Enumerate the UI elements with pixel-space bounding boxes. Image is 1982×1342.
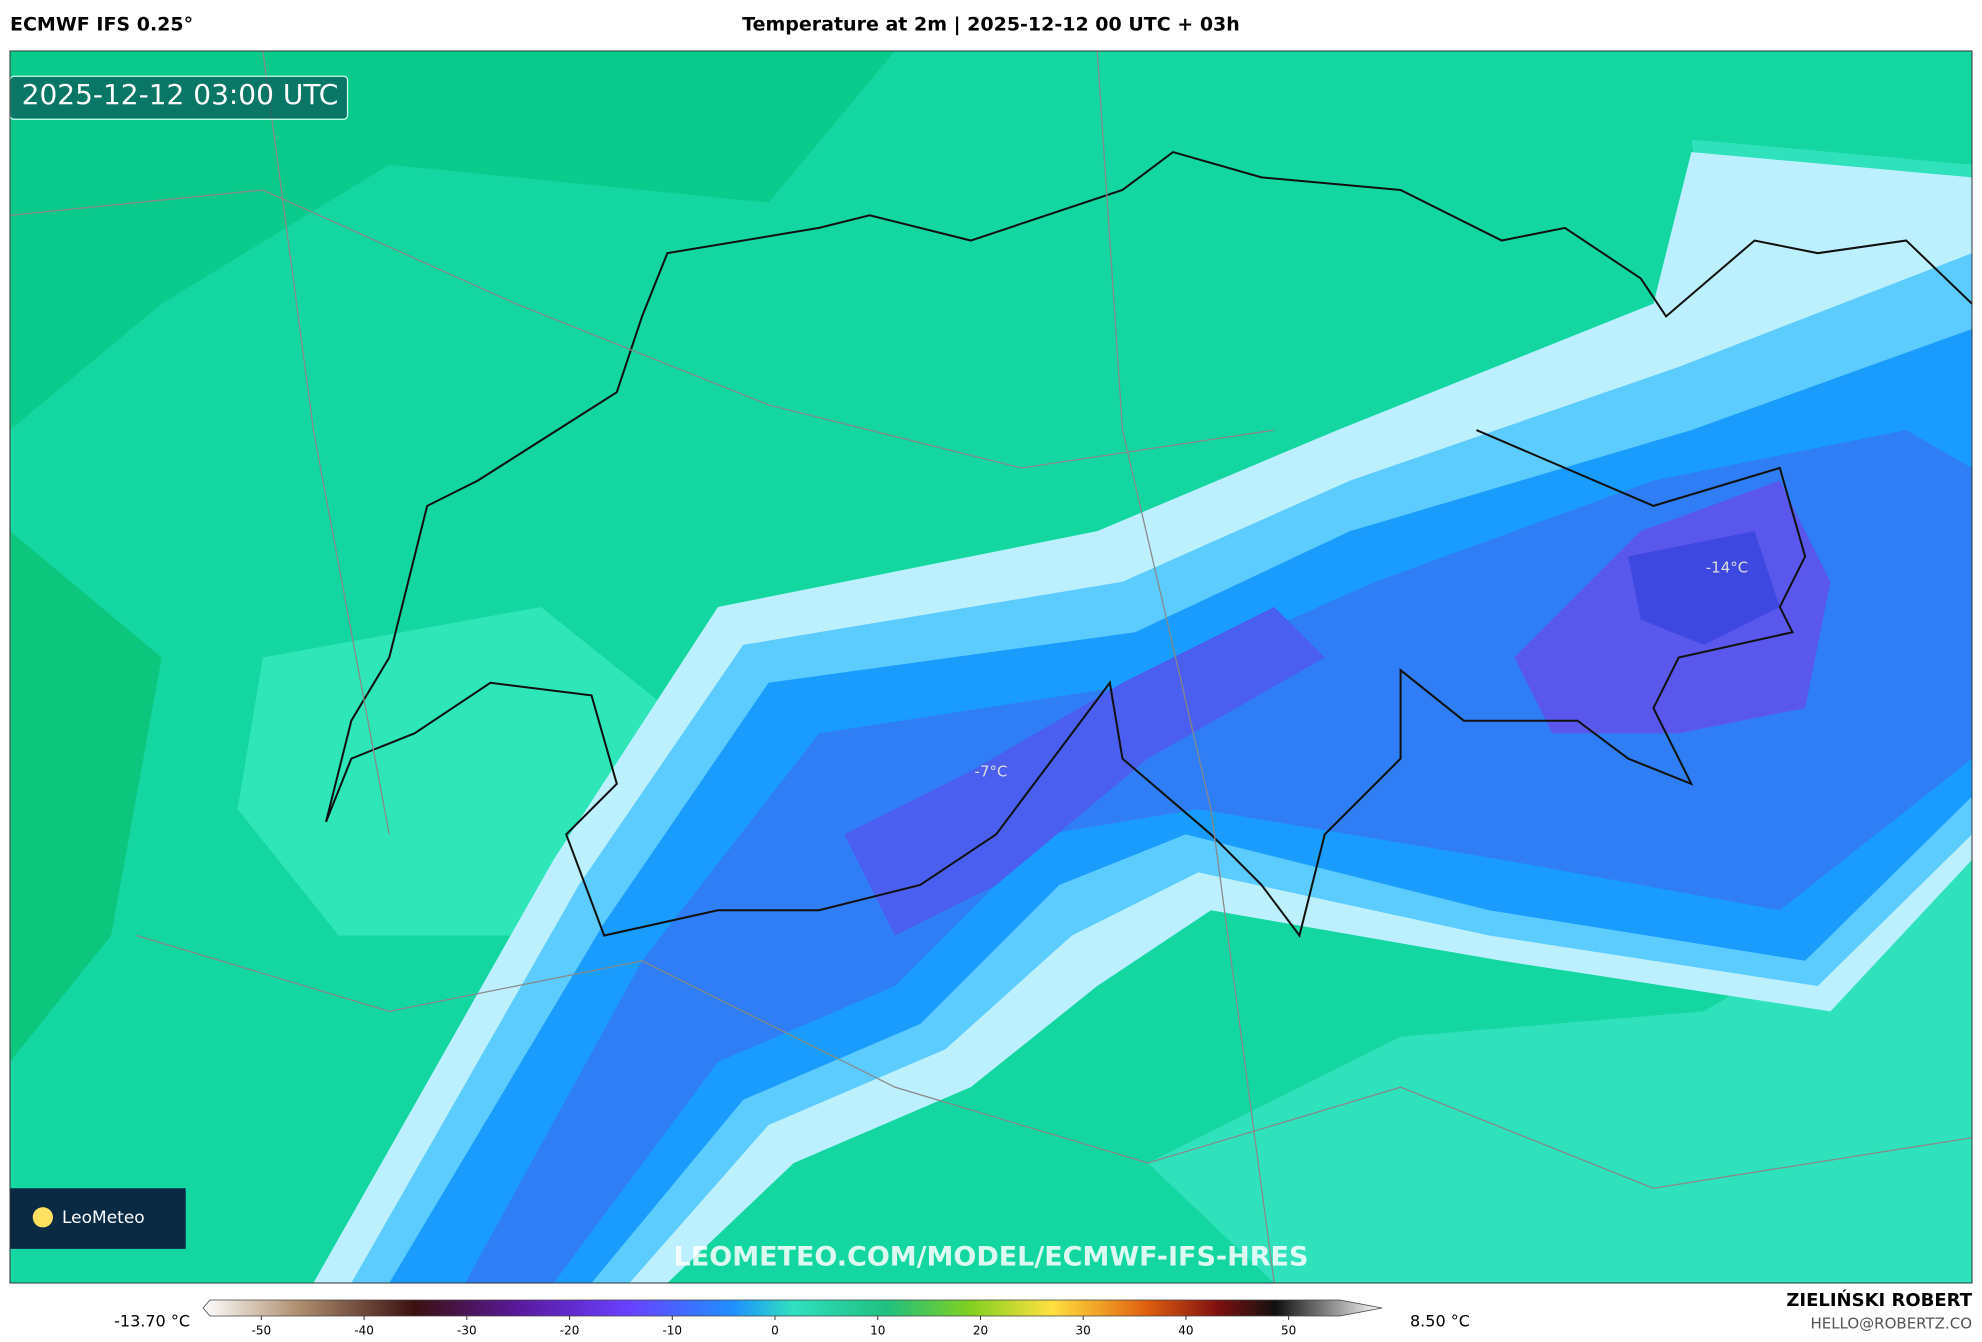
author: ZIELIŃSKI ROBERT [1786,1289,1972,1311]
colorbar-tick-label: -50 [252,1324,272,1338]
colorbar-tick-label: 50 [1281,1324,1296,1338]
colorbar [202,1299,1383,1317]
temp-zone [10,531,162,1062]
contour-label: -14°C [1706,559,1748,577]
min-value: -13.70 °C [114,1312,190,1331]
region-border [10,51,1972,1283]
colorbar-ramp [202,1299,1383,1317]
map-frame [9,50,1973,1284]
contact: HELLO@ROBERTZ.CO [1810,1315,1972,1333]
colorbar-tick-label: 40 [1178,1324,1193,1338]
watermark: LEOMETEO.COM/MODEL/ECMWF-IFS-HRES [674,1242,1309,1273]
colorbar-tick-label: 20 [973,1324,988,1338]
logo-sun [32,1207,53,1228]
colorbar-tick-label: -40 [354,1324,374,1338]
temp-zone [10,51,895,431]
country-border [325,429,1807,938]
max-value: 8.50 °C [1410,1312,1470,1331]
contour-label: -7°C [975,763,1008,781]
model-name: ECMWF IFS 0.25° [10,14,193,36]
country-border [325,150,1972,823]
colorbar-tick-label: 30 [1076,1324,1091,1338]
valid-time: 2025-12-12 03:00 UTC [22,78,339,111]
title: Temperature at 2m | 2025-12-12 00 UTC + … [742,14,1240,36]
logo: LeoMeteo [62,1208,145,1228]
colorbar-tick-label: -20 [560,1324,580,1338]
time-box [10,75,349,120]
temp-core [844,606,1325,936]
map [10,51,1972,1283]
colorbar-tick-label: 0 [771,1324,779,1338]
colorbar-tick-label: -10 [662,1324,682,1338]
colorbar-tick-label: -30 [457,1324,477,1338]
colorbar-tick-label: 10 [870,1324,885,1338]
temp-core [1628,531,1780,645]
